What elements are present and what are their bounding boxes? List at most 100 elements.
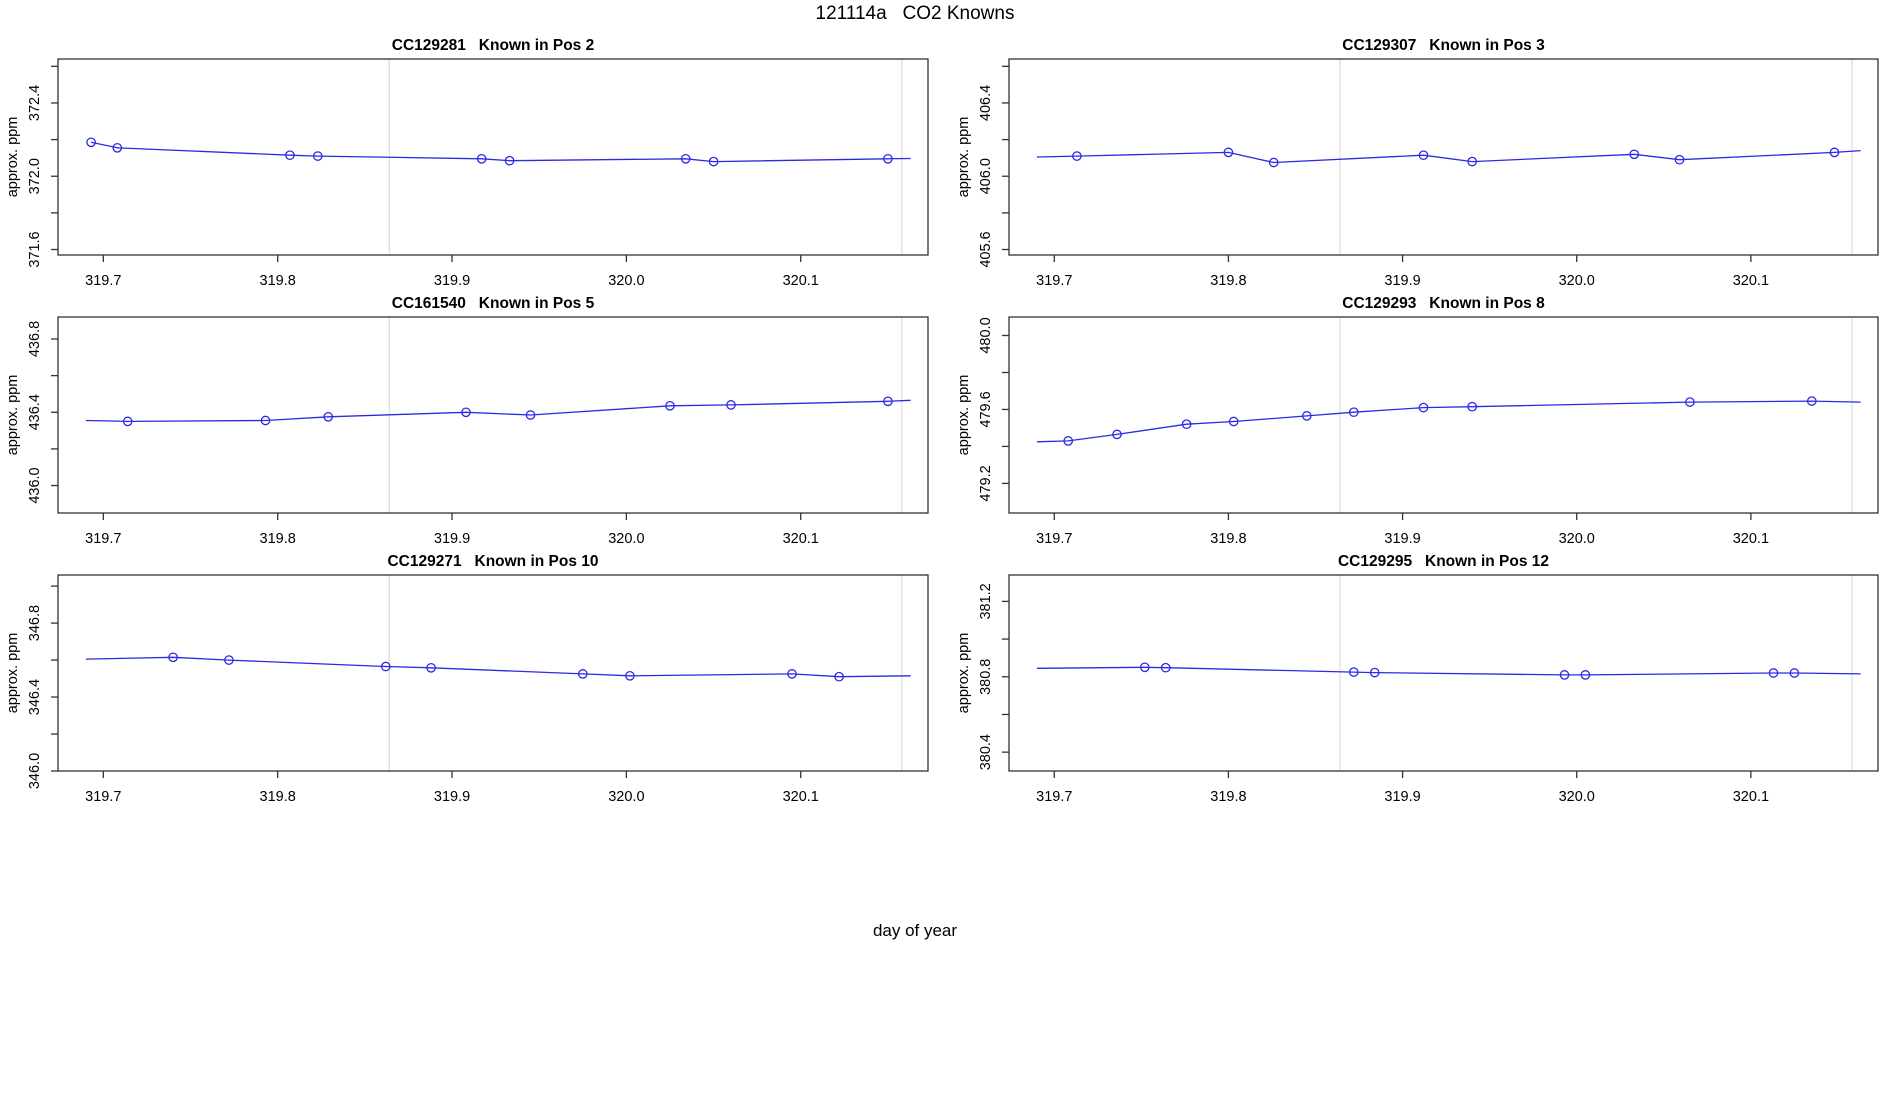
data-point — [312, 151, 323, 161]
x-axis-label: day of year — [872, 921, 958, 940]
panel-title: CC129281 Known in Pos 2 — [392, 37, 594, 54]
y-tick-label: 380.4 — [978, 734, 994, 770]
x-tick-label: 320.1 — [783, 273, 819, 289]
x-tick-label: 319.8 — [1210, 789, 1246, 805]
data-point — [1268, 157, 1279, 168]
y-axis-title: approx. ppm — [5, 375, 21, 456]
data-point — [1228, 416, 1239, 427]
data-point — [1160, 662, 1171, 673]
data-line — [85, 399, 911, 423]
data-point — [380, 661, 391, 672]
data-line — [1036, 149, 1861, 164]
data-point — [1806, 396, 1817, 406]
x-tick-label: 319.7 — [1036, 789, 1072, 805]
x-tick-label: 320.1 — [1733, 789, 1769, 805]
data-point — [504, 155, 515, 166]
data-point — [1369, 667, 1380, 678]
y-tick-label: 436.8 — [27, 321, 43, 357]
x-tick-label: 320.1 — [783, 789, 819, 805]
x-tick-label: 320.0 — [608, 789, 644, 805]
x-tick-label: 320.0 — [1559, 789, 1595, 805]
data-point — [1674, 154, 1685, 165]
y-axis-title: approx. ppm — [956, 375, 972, 456]
x-tick-label: 320.0 — [608, 531, 644, 547]
y-tick-label: 371.6 — [27, 231, 43, 267]
y-tick-label: 372.0 — [27, 158, 43, 194]
x-tick-label: 319.9 — [1384, 531, 1420, 547]
data-point — [1301, 411, 1312, 421]
panel-box — [1008, 574, 1879, 772]
data-point — [1629, 149, 1640, 160]
y-tick-label: 381.2 — [978, 583, 994, 619]
y-axis-title: approx. ppm — [5, 633, 21, 714]
data-point — [1418, 150, 1429, 161]
x-tick-label: 319.8 — [260, 273, 296, 289]
main-title: 121114a CO2 Knowns — [815, 3, 1015, 24]
data-point — [122, 416, 133, 427]
data-point — [708, 156, 719, 167]
panel-box — [1008, 316, 1879, 514]
data-point — [323, 411, 334, 422]
data-point — [224, 655, 234, 665]
y-axis-title: approx. ppm — [5, 117, 21, 198]
x-tick-label: 320.1 — [1733, 273, 1769, 289]
y-tick-label: 380.8 — [978, 659, 994, 695]
data-point — [1348, 667, 1359, 677]
y-axis-title: approx. ppm — [956, 633, 972, 714]
x-tick-label: 319.7 — [85, 531, 121, 547]
data-point — [1223, 147, 1234, 158]
x-tick-label: 320.0 — [608, 273, 644, 289]
data-point — [1348, 407, 1359, 418]
data-point — [1181, 419, 1192, 430]
x-tick-label: 320.1 — [783, 531, 819, 547]
data-point — [1559, 670, 1570, 680]
panel-title: CC129295 Known in Pos 12 — [1338, 553, 1549, 570]
x-tick-label: 319.8 — [1210, 273, 1246, 289]
data-line — [90, 141, 911, 163]
data-point — [1139, 662, 1150, 673]
x-tick-label: 319.8 — [260, 789, 296, 805]
panel-title: CC129293 Known in Pos 8 — [1342, 295, 1545, 312]
x-tick-label: 319.8 — [260, 531, 296, 547]
x-tick-label: 319.9 — [434, 531, 470, 547]
data-point — [787, 669, 797, 679]
panel-title: CC161540 Known in Pos 5 — [392, 295, 595, 312]
data-point — [883, 153, 893, 164]
y-tick-label: 406.0 — [978, 158, 994, 194]
data-point — [1768, 668, 1779, 678]
data-point — [834, 671, 844, 682]
x-tick-label: 319.7 — [85, 789, 121, 805]
data-point — [260, 415, 271, 426]
x-tick-label: 319.7 — [1036, 531, 1072, 547]
data-point — [1789, 668, 1800, 678]
data-point — [1829, 147, 1840, 158]
y-tick-label: 346.0 — [27, 753, 43, 789]
data-point — [883, 396, 893, 407]
x-tick-label: 319.7 — [85, 273, 121, 289]
y-tick-label: 436.0 — [27, 467, 43, 503]
data-point — [1467, 156, 1478, 167]
data-line — [85, 656, 911, 678]
data-point — [525, 410, 536, 420]
y-tick-label: 479.6 — [978, 391, 994, 427]
data-point — [1685, 397, 1695, 407]
data-point — [625, 670, 635, 681]
panel-title: CC129271 Known in Pos 10 — [387, 553, 598, 570]
panel-box — [1008, 58, 1879, 256]
y-tick-label: 346.8 — [27, 605, 43, 641]
data-point — [1467, 401, 1478, 412]
y-tick-label: 405.6 — [978, 231, 994, 267]
data-point — [461, 407, 471, 418]
data-point — [168, 652, 178, 663]
data-point — [577, 669, 588, 679]
y-tick-label: 406.4 — [978, 85, 994, 121]
x-tick-label: 319.9 — [1384, 789, 1420, 805]
data-point — [726, 400, 736, 410]
x-tick-label: 320.0 — [1559, 273, 1595, 289]
x-tick-label: 320.1 — [1733, 531, 1769, 547]
y-tick-label: 480.0 — [978, 317, 994, 353]
y-tick-label: 436.4 — [27, 394, 43, 430]
x-tick-label: 319.9 — [434, 273, 470, 289]
